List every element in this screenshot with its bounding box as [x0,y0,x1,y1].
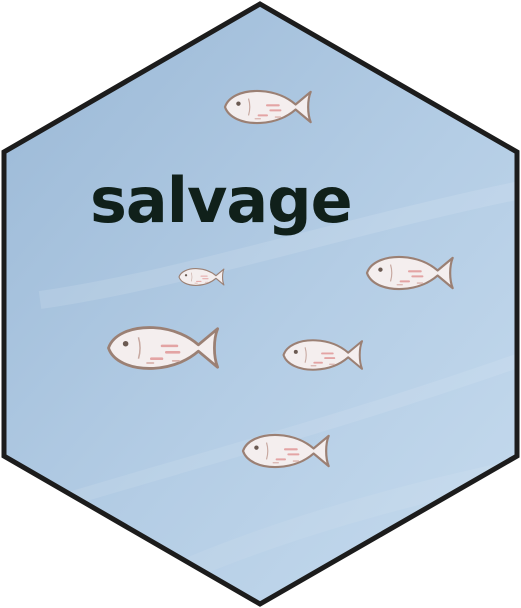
logo-title: salvage [90,164,353,237]
hex-background [4,4,517,604]
